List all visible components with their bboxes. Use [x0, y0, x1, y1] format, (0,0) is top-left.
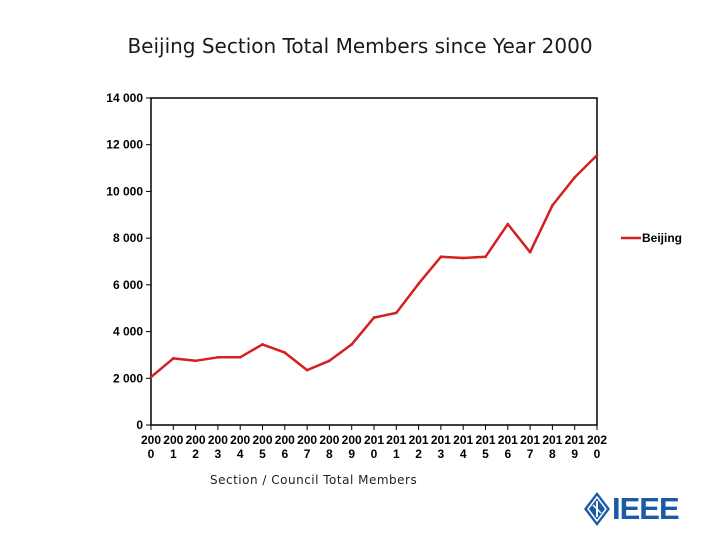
x-tick-label: 200 — [186, 433, 206, 447]
x-tick-label: 7 — [304, 447, 311, 461]
y-tick-label: 8 000 — [113, 231, 143, 245]
x-tick-label: 4 — [237, 447, 244, 461]
y-tick-label: 0 — [136, 418, 143, 432]
x-tick-label: 200 — [275, 433, 295, 447]
data-point — [261, 343, 264, 346]
data-point — [573, 176, 577, 179]
x-tick-label: 6 — [504, 447, 511, 461]
data-point — [595, 153, 599, 157]
x-tick-label: 200 — [208, 433, 228, 447]
data-point — [484, 255, 487, 259]
data-point — [149, 375, 153, 379]
x-tick-label: 201 — [431, 433, 451, 447]
data-point — [439, 255, 443, 259]
data-point — [461, 256, 465, 260]
data-point — [216, 355, 220, 359]
ieee-logo-text: IEEE — [612, 491, 680, 526]
data-point — [372, 316, 376, 319]
x-tick-label: 9 — [348, 447, 355, 461]
x-tick-label: 200 — [230, 433, 250, 447]
x-tick-label: 4 — [460, 447, 467, 461]
x-tick-label: 3 — [438, 447, 445, 461]
x-tick-label: 202 — [587, 433, 607, 447]
data-point — [171, 357, 175, 360]
x-tick-label: 200 — [141, 433, 161, 447]
data-point — [283, 351, 287, 354]
x-tick-label: 201 — [453, 433, 473, 447]
data-point — [528, 250, 532, 254]
data-point — [238, 355, 242, 359]
x-tick-label: 8 — [326, 447, 333, 461]
x-axis-title: Section / Council Total Members — [210, 473, 418, 487]
data-point — [305, 368, 309, 372]
x-tick-label: 201 — [364, 433, 384, 447]
x-tick-label: 201 — [542, 433, 562, 447]
data-point — [551, 204, 554, 207]
x-tick-label: 1 — [170, 447, 177, 461]
y-tick-label: 10 000 — [106, 184, 143, 198]
x-tick-label: 201 — [520, 433, 540, 447]
x-tick-label: 200 — [163, 433, 183, 447]
legend-label: Beijing — [642, 231, 682, 245]
data-point — [506, 222, 510, 226]
data-point — [328, 359, 331, 363]
x-tick-label: 200 — [319, 433, 339, 447]
x-tick-label: 5 — [482, 447, 489, 461]
x-tick-label: 201 — [475, 433, 495, 447]
x-tick-label: 9 — [571, 447, 578, 461]
x-tick-label: 200 — [342, 433, 362, 447]
y-tick-label: 6 000 — [113, 278, 143, 292]
x-tick-label: 201 — [565, 433, 585, 447]
x-tick-label: 6 — [281, 447, 288, 461]
series-line-beijing — [150, 154, 598, 379]
ieee-logo: IEEE — [582, 490, 686, 528]
data-point — [350, 343, 354, 346]
x-tick-label: 0 — [371, 447, 378, 461]
x-tick-label: 201 — [409, 433, 429, 447]
x-tick-label: 200 — [297, 433, 317, 447]
x-tick-label: 3 — [215, 447, 222, 461]
x-tick-label: 1 — [393, 447, 400, 461]
x-tick-label: 7 — [527, 447, 534, 461]
x-tick-label: 2 — [192, 447, 199, 461]
x-tick-label: 2 — [415, 447, 422, 461]
x-tick-label: 8 — [549, 447, 556, 461]
y-tick-label: 14 000 — [106, 91, 143, 105]
data-point — [394, 311, 398, 315]
y-tick-label: 2 000 — [113, 371, 143, 385]
ieee-diamond-icon — [584, 492, 610, 526]
x-tick-label: 200 — [252, 433, 272, 447]
x-tick-label: 5 — [259, 447, 266, 461]
x-tick-label: 0 — [594, 447, 601, 461]
plot-area — [150, 97, 598, 426]
y-tick-label: 12 000 — [106, 138, 143, 152]
x-tick-label: 201 — [498, 433, 518, 447]
data-point — [194, 359, 198, 363]
data-point — [417, 282, 420, 286]
x-tick-label: 201 — [386, 433, 406, 447]
y-tick-label: 4 000 — [113, 325, 143, 339]
chart-title: Beijing Section Total Members since Year… — [127, 34, 593, 58]
x-tick-label: 0 — [148, 447, 155, 461]
